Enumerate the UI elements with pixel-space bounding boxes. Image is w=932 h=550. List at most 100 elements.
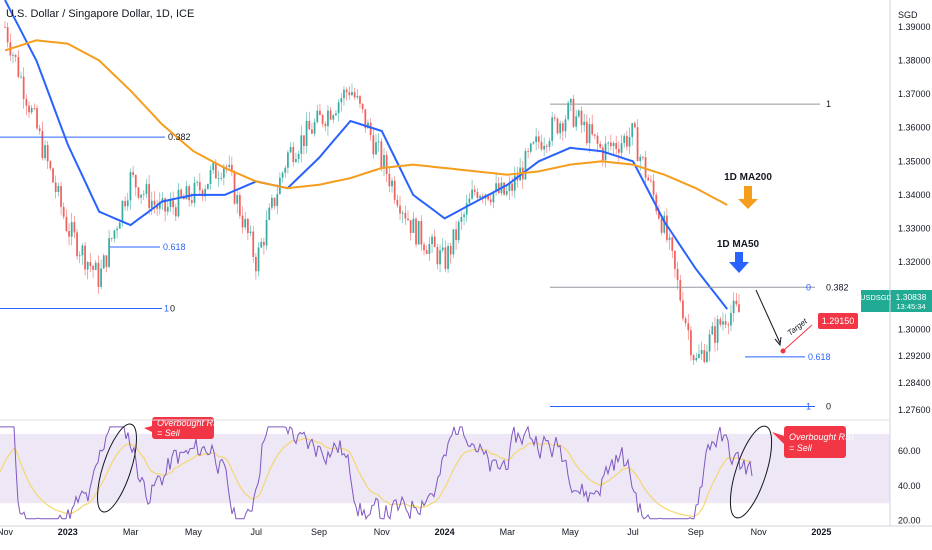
candle-body [415,218,417,245]
candle-body [655,194,658,212]
candle-body [396,199,399,206]
candle-body [569,98,572,103]
candle-body [439,250,441,265]
candle-body [722,321,724,325]
candle-body [738,304,740,313]
candle-body [457,221,460,241]
candle-body [174,207,177,217]
candle-body [38,128,41,131]
candle-body [25,98,28,106]
candle-body [108,238,110,267]
candle-body [271,197,273,208]
rsi-callout-left-pointer [144,426,152,432]
candle-body [449,245,452,255]
fib-label: 0 [826,402,831,412]
candle-body [567,102,570,120]
candle-body [545,145,548,147]
candle-body [246,218,249,234]
candle-body [121,200,124,223]
candle-body [292,147,295,162]
candle-body [682,300,684,319]
candle-body [679,280,682,301]
candle-body [52,168,54,183]
candle-body [17,56,20,77]
candle-body [674,250,676,269]
time-tick-label: May [185,527,203,537]
candle-body [593,134,596,136]
candle-body [73,222,76,233]
candle-body [206,183,209,189]
candle-body [671,237,674,251]
rsi-band [0,433,890,504]
candle-body [166,207,169,212]
candle-body [214,162,217,179]
rsi-callout-left-line1: Overbought RSI [157,418,222,428]
candle-body [62,206,65,217]
candles-layer [4,21,740,366]
candle-body [20,76,22,78]
candle-body [30,107,33,113]
candle-body [212,162,215,171]
time-tick-label: Jul [627,527,639,537]
target-line [782,324,813,352]
candle-body [257,247,260,272]
candle-body [706,351,708,362]
candle-body [273,197,276,207]
time-tick-label: 2024 [435,527,455,537]
candle-body [238,195,241,216]
candle-body [591,124,594,135]
fib-label: 0.618 [808,352,831,362]
candle-body [527,150,530,152]
candle-body [33,107,36,109]
candle-body [401,212,404,214]
candle-body [220,177,223,179]
candle-body [321,115,324,124]
candle-body [625,135,628,147]
candle-body [361,103,364,110]
candle-body [391,180,393,187]
candle-body [727,324,730,326]
candle-body [324,123,327,127]
candle-body [719,319,722,325]
candle-body [658,211,660,219]
candle-body [335,113,337,116]
candle-body [377,141,380,143]
candle-body [383,155,385,168]
candle-body [473,189,476,192]
candle-body [337,102,340,114]
candle-body [612,143,615,147]
candle-body [380,141,383,168]
price-tick-label: 1.37000 [898,89,931,99]
candle-body [265,219,268,246]
candle-body [652,180,655,195]
candle-body [714,326,716,343]
candle-body [6,27,9,43]
candle-body [588,124,591,144]
candle-body [364,109,367,129]
candle-body [359,96,361,104]
candle-body [639,156,642,162]
time-tick-label: May [562,527,580,537]
target-price-tag [818,313,858,329]
ma50-arrow [729,252,749,273]
candle-body [295,158,297,162]
candle-body [417,220,420,245]
candle-body [535,136,538,143]
candle-body [556,118,559,134]
candle-body [596,135,599,144]
fib-label: 0.382 [826,282,849,292]
candle-body [68,231,70,237]
candle-body [666,215,668,240]
candle-body [150,200,153,209]
candle-body [193,182,196,203]
candle-body [532,142,535,144]
candle-body [441,247,444,251]
candle-body [196,181,199,183]
candle-body [129,172,132,201]
rsi-layer [0,425,753,521]
candle-body [46,145,49,162]
candle-body [182,196,185,200]
candle-body [14,54,17,57]
